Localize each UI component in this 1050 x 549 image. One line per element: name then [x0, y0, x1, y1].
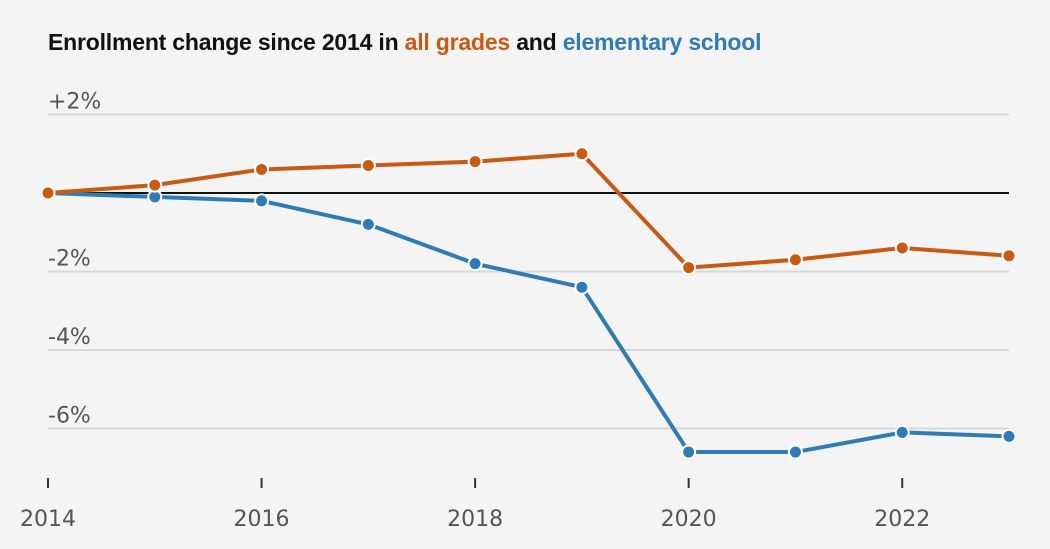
y-tick-label: +2%	[48, 90, 101, 115]
data-point-all-grades	[681, 260, 697, 276]
data-point-all-grades	[40, 185, 56, 201]
data-point-all-grades	[147, 177, 163, 193]
y-tick-label: -2%	[48, 247, 91, 272]
x-tick-label: 2016	[234, 507, 290, 532]
data-point-all-grades	[787, 252, 803, 268]
y-tick-label: -4%	[48, 325, 91, 350]
x-tick-label: 2014	[20, 507, 76, 532]
data-point-all-grades	[467, 154, 483, 170]
data-point-all-grades	[574, 146, 590, 162]
x-tick-label: 2018	[447, 507, 503, 532]
series-line-all-grades	[47, 151, 1010, 270]
chart-title: Enrollment change since 2014 in all grad…	[48, 29, 761, 56]
title-series-elementary: elementary school	[562, 29, 762, 55]
x-tick-label: 2022	[874, 507, 930, 532]
data-point-elementary	[681, 444, 697, 460]
y-tick-label: -6%	[48, 404, 91, 429]
data-point-all-grades	[1001, 248, 1017, 264]
data-point-all-grades	[894, 240, 910, 256]
data-point-all-grades	[254, 161, 270, 177]
data-point-elementary	[574, 279, 590, 295]
x-tick-label: 2020	[661, 507, 717, 532]
title-prefix: Enrollment change since 2014 in	[48, 29, 405, 55]
data-point-elementary	[787, 444, 803, 460]
data-point-elementary	[254, 193, 270, 209]
data-point-elementary	[467, 256, 483, 272]
data-point-all-grades	[360, 158, 376, 174]
series-line-elementary	[47, 191, 1010, 455]
data-point-elementary	[360, 216, 376, 232]
data-point-elementary	[894, 424, 910, 440]
data-point-elementary	[1001, 428, 1017, 444]
title-connector: and	[510, 29, 563, 55]
title-series-all-grades: all grades	[404, 29, 511, 55]
